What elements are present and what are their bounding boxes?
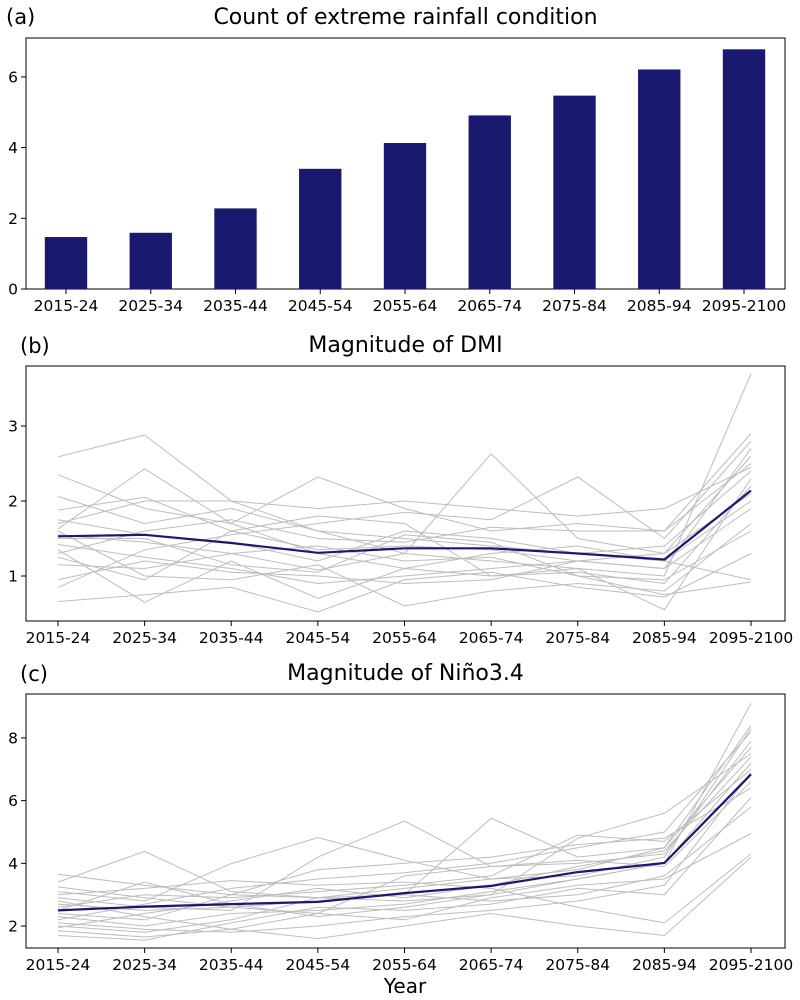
member-line-8	[57, 772, 752, 933]
member-line-10	[57, 797, 752, 941]
mean-line	[57, 489, 752, 561]
x-tick-label: 2045-54	[285, 629, 350, 647]
y-tick-label: 6	[8, 68, 18, 86]
member-line-8	[57, 508, 752, 585]
member-line-5	[57, 746, 752, 911]
member-line-2	[57, 433, 752, 532]
panel-label: (b)	[20, 334, 50, 358]
x-tick-label: 2075-84	[542, 297, 607, 315]
x-tick-label: 2025-34	[112, 629, 177, 647]
member-line-16	[57, 545, 752, 603]
bar-2025-34	[129, 232, 172, 289]
panel-b: (b) Magnitude of DMI 1 2 3 2015-24 2025-34 2035…	[8, 333, 793, 647]
x-tick-label: 2065-74	[459, 956, 524, 974]
member-line-17	[57, 833, 752, 921]
x-tick-label: 2055-64	[372, 956, 437, 974]
member-line-15	[57, 806, 752, 933]
member-line-13	[57, 553, 752, 613]
member-line-11	[57, 853, 752, 924]
x-tick-label: 2035-44	[199, 956, 264, 974]
bar-2095-2100	[722, 49, 766, 289]
x-tick-label: 2085-94	[627, 297, 692, 315]
x-tick-label: 2075-84	[545, 629, 610, 647]
y-tick-label: 3	[8, 418, 18, 436]
y-tick-label: 2	[8, 210, 18, 228]
x-tick-label: 2065-74	[457, 297, 522, 315]
plot-frame	[25, 365, 786, 622]
x-tick-label: 2015-24	[26, 629, 91, 647]
member-line-12	[57, 440, 752, 588]
member-line-3	[57, 728, 752, 902]
y-tick-label: 0	[8, 281, 18, 299]
bar-2015-24	[44, 237, 88, 289]
x-tick-label: 2025-34	[112, 956, 177, 974]
member-line-12	[57, 856, 752, 940]
chart-title: Magnitude of Niño3.4	[287, 661, 524, 686]
x-tick-label: 2035-44	[203, 297, 268, 315]
chart-title: Count of extreme rainfall condition	[213, 5, 597, 30]
x-tick-label: 2015-24	[34, 297, 99, 315]
member-line-18	[57, 756, 752, 929]
bar-2085-94	[638, 69, 681, 289]
member-line-7	[57, 762, 752, 927]
member-line-6	[57, 753, 752, 918]
bar-2045-54	[299, 168, 342, 289]
x-tick-label: 2035-44	[199, 629, 264, 647]
panel-c: (c) Magnitude of Niño3.4 2 4 6 8 2015-24 2025-3…	[8, 661, 793, 974]
y-tick-label: 2	[8, 918, 18, 936]
member-line-2	[57, 725, 752, 899]
bar-2035-44	[214, 208, 257, 289]
bar-2065-74	[468, 115, 511, 289]
member-line-7	[57, 453, 752, 571]
x-tick-label: 2085-94	[632, 956, 697, 974]
panel-label: (c)	[20, 662, 48, 686]
member-line-15	[57, 466, 752, 524]
bar-2055-64	[383, 142, 427, 289]
x-tick-label: 2015-24	[26, 956, 91, 974]
member-line-9	[57, 463, 752, 554]
panel-label: (a)	[6, 5, 35, 29]
x-tick-label: 2065-74	[459, 629, 524, 647]
bar-2075-84	[553, 95, 596, 289]
y-tick-label: 8	[8, 729, 18, 747]
member-line-14	[57, 768, 752, 908]
plot-frame	[25, 693, 786, 949]
x-tick-label: 2095-2100	[709, 629, 794, 647]
x-tick-label: 2075-84	[545, 956, 610, 974]
x-tick-label: 2055-64	[372, 629, 437, 647]
x-tick-label: 2045-54	[288, 297, 353, 315]
member-line-16	[57, 787, 752, 921]
x-axis-label: Year	[383, 974, 427, 998]
y-tick-label: 2	[8, 493, 18, 511]
x-tick-label: 2095-2100	[709, 956, 794, 974]
y-tick-label: 6	[8, 792, 18, 810]
member-line-13	[57, 731, 752, 921]
panel-a: (a) Count of extreme rainfall condition02…	[6, 5, 786, 315]
chart-title: Magnitude of DMI	[308, 333, 502, 358]
member-line-4	[57, 740, 752, 911]
y-tick-label: 4	[8, 139, 18, 157]
member-line-18	[57, 478, 752, 611]
member-line-1	[57, 703, 752, 902]
mean-line	[57, 773, 752, 912]
x-tick-label: 2095-2100	[702, 297, 787, 315]
x-tick-label: 2025-34	[118, 297, 183, 315]
y-tick-label: 4	[8, 855, 18, 873]
member-line-17	[58, 534, 752, 596]
y-tick-label: 1	[8, 568, 18, 586]
x-tick-label: 2055-64	[373, 297, 438, 315]
x-tick-label: 2085-94	[632, 629, 697, 647]
x-tick-label: 2045-54	[285, 956, 350, 974]
